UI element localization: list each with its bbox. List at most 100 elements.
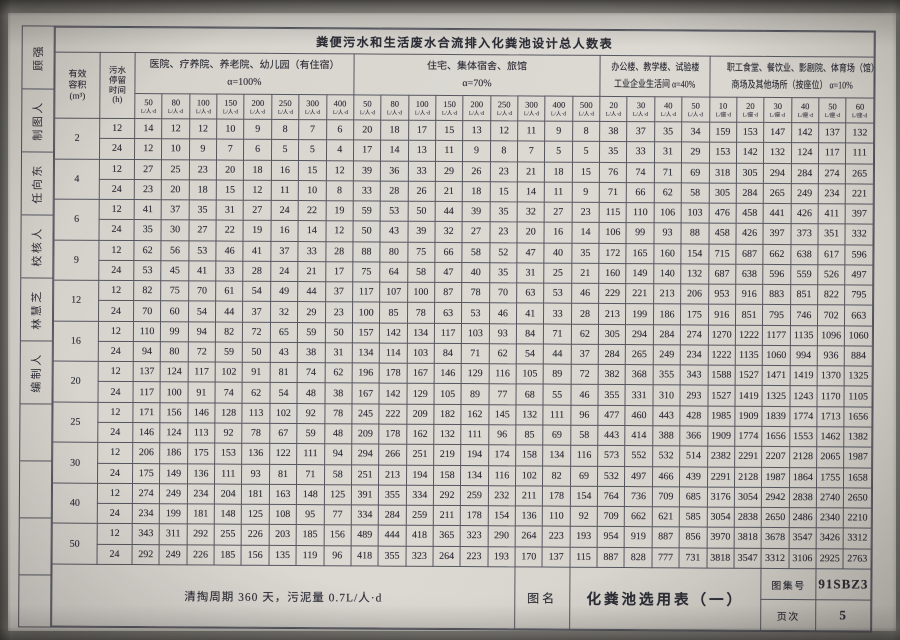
value-cell: 8 [325,180,354,201]
value-cell: 249 [653,344,681,366]
volume-cell: 50 [52,523,98,565]
value-cell: 159 [709,122,737,143]
value-cell: 129 [461,363,489,385]
value-cell: 1370 [817,365,845,387]
value-cell: 82 [215,321,243,343]
value-cell: 23 [489,222,518,243]
value-cell: 175 [680,304,709,325]
value-cell: 265 [625,344,654,365]
atlas-number: 91SBZ3 [815,568,871,601]
value-cell: 194 [460,444,489,466]
value-cell: 103 [406,343,435,364]
value-cell: 153 [214,443,243,464]
value-cell: 12 [325,221,353,242]
value-cell: 39 [353,160,381,181]
value-cell: 22 [216,220,244,241]
value-cell: 28 [325,241,353,262]
value-cell: 382 [598,364,626,386]
value-cell: 54 [243,281,271,302]
time-cell: 12 [99,118,135,139]
value-cell: 92 [570,506,598,527]
value-cell: 443 [652,405,681,426]
value-cell: 125 [323,484,352,505]
time-cell: 12 [97,483,133,504]
value-cell: 3818 [734,527,762,548]
value-cell: 953 [708,284,736,305]
value-cell: 206 [680,284,709,305]
time-cell: 12 [97,523,133,545]
sidebar-cell: 任向东 [21,152,55,216]
drawing-sheet: 顾强 制图人 任向东 校核人 林慧芝 编制人 粪便污水和生活废水合流排入化粪池设计总人数表… [6,10,898,633]
value-cell: 20 [517,222,545,243]
drawing-name-label: 图名 [514,566,570,630]
value-cell: 3547 [733,547,762,569]
value-cell: 9 [189,139,217,160]
value-cell: 124 [160,422,188,444]
value-cell: 145 [488,404,517,425]
value-cell: 154 [681,243,709,264]
value-cell: 53 [544,283,572,304]
value-cell: 37 [270,240,299,262]
main-table: 粪便污水和生活废水合流排入化粪池设计总人数表 有效 容积 (m³) 污水 停留 时间 (h) 医… [51,27,875,632]
sidebar-label: 校核人 [31,226,45,267]
column-header: 250 L/人·d [271,94,300,120]
value-cell: 884 [844,345,873,367]
group-header-2: 住宅、集体宿舍、旅馆 α=70% [353,53,601,97]
column-header: 50 L/人·d [353,94,382,121]
value-cell: 89 [543,364,571,385]
value-cell: 638 [790,244,818,265]
value-cell: 147 [763,122,792,143]
value-cell: 2838 [788,487,817,508]
value-cell: 1553 [789,426,817,447]
value-cell: 10 [161,138,190,160]
value-cell: 175 [132,463,160,484]
value-cell: 167 [351,383,380,404]
value-cell: 1471 [762,365,790,387]
value-cell: 2650 [843,487,872,509]
value-cell: 1177 [762,325,791,346]
value-cell: 249 [159,544,187,565]
value-cell: 59 [215,341,243,363]
page-number: 5 [815,599,871,632]
value-cell: 26 [462,161,491,182]
value-cell: 746 [790,304,818,326]
value-cell: 213 [598,303,627,325]
value-cell: 19 [243,220,271,241]
value-cell: 69 [543,425,571,446]
value-cell: 209 [351,423,380,445]
volume-cell: 6 [53,199,100,240]
column-header: 300 L/人·d [298,94,327,120]
value-cell: 2763 [843,548,872,570]
value-cell: 128 [214,402,243,424]
value-cell: 234 [680,344,708,366]
value-cell: 355 [652,364,681,386]
column-header: 150 L/人·d [216,94,245,120]
time-cell: 12 [97,402,134,423]
value-cell: 3547 [788,527,817,549]
value-cell: 12 [243,180,272,201]
value-cell: 17 [408,120,436,141]
value-cell: 48 [297,383,325,404]
value-cell: 5 [572,141,600,162]
value-cell: 196 [351,363,380,384]
value-cell: 199 [625,303,654,325]
value-cell: 411 [818,203,846,225]
value-cell: 106 [599,222,627,244]
value-cell: 67 [269,423,298,444]
value-cell: 2650 [761,507,789,528]
value-cell: 795 [844,285,873,306]
value-cell: 30 [161,220,189,241]
value-cell: 110 [133,321,161,342]
value-cell: 158 [515,445,544,466]
time-cell: 24 [99,179,135,200]
value-cell: 366 [679,425,708,447]
column-header: 500 L/人·d [572,96,600,122]
value-cell: 264 [515,526,543,547]
value-cell: 9 [571,182,600,203]
time-cell: 12 [99,158,135,180]
sidebar-cell: 编制人 [20,341,53,405]
value-cell: 46 [570,384,599,406]
value-cell: 596 [763,264,791,285]
value-cell: 373 [790,223,819,245]
value-cell: 23 [571,202,600,223]
